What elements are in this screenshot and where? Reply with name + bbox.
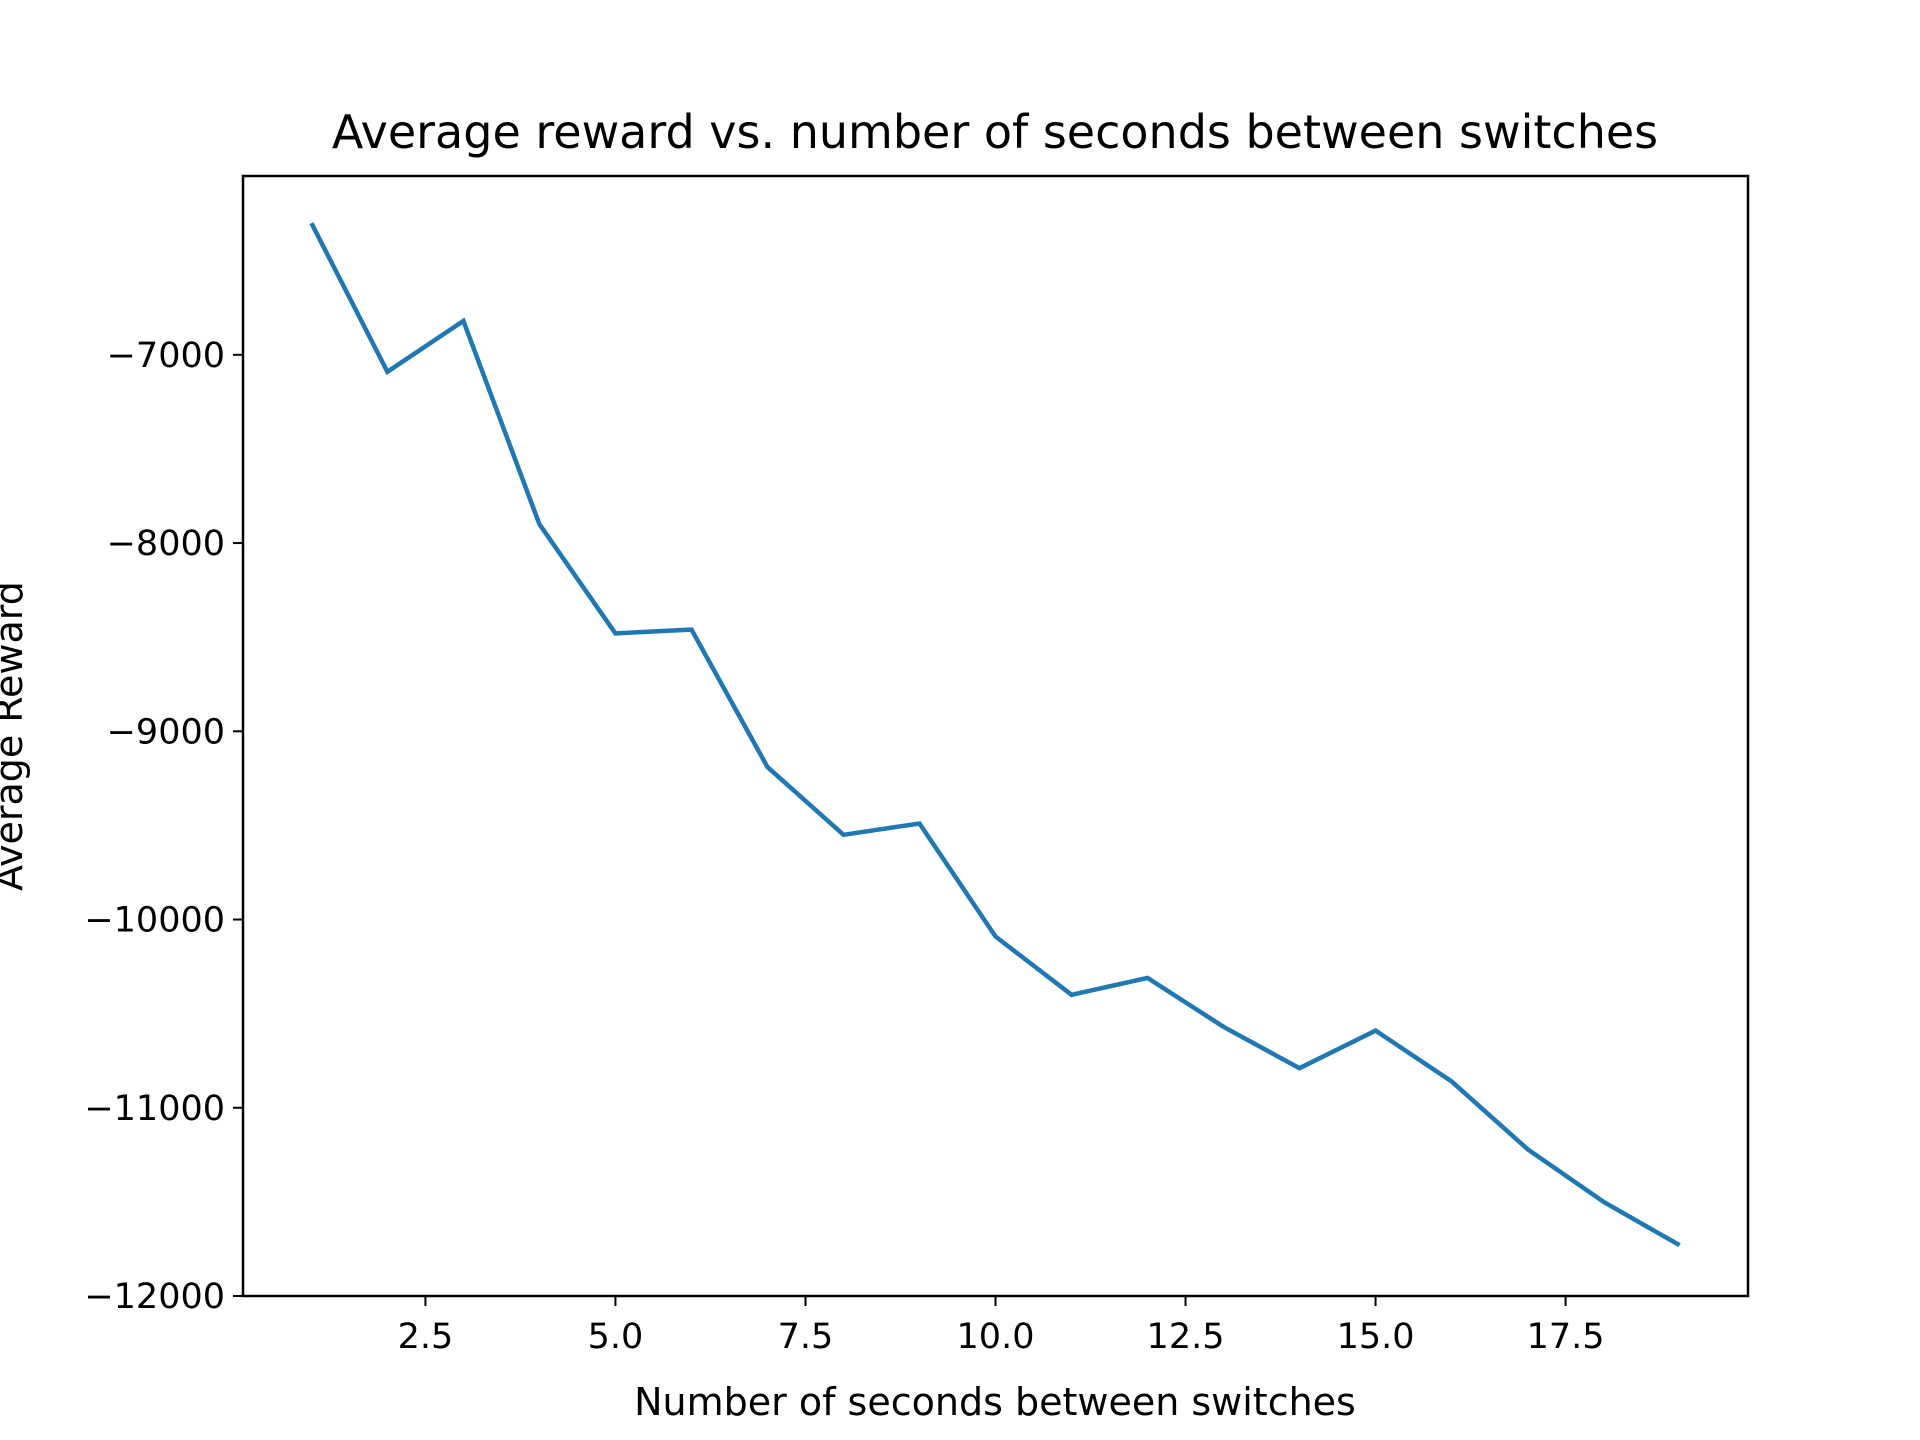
x-tick-label: 10.0: [957, 1317, 1035, 1357]
x-tick-label: 15.0: [1337, 1317, 1415, 1357]
x-axis-ticks: 2.5 5.0 7.5 10.0 12.5 15.0 17.5: [398, 1296, 1605, 1357]
chart-title: Average reward vs. number of seconds bet…: [332, 105, 1658, 159]
y-tick-label: −8000: [107, 524, 225, 564]
x-tick-label: 12.5: [1147, 1317, 1225, 1357]
plot-frame: [241, 174, 1750, 1298]
x-axis-label: Number of seconds between switches: [634, 1380, 1356, 1424]
x-tick-label: 17.5: [1527, 1317, 1605, 1357]
y-tick-label: −10000: [84, 901, 225, 941]
series-line: [309, 222, 1681, 1248]
y-tick-label: −11000: [84, 1089, 225, 1129]
series-layer: [309, 222, 1681, 1248]
y-tick-label: −7000: [107, 336, 225, 376]
y-axis-label: Average Reward: [0, 581, 31, 891]
x-tick-label: 7.5: [778, 1317, 834, 1357]
y-tick-label: −12000: [84, 1277, 225, 1317]
plot-area: [243, 176, 1748, 1296]
x-tick-label: 5.0: [588, 1317, 644, 1357]
x-tick-label: 2.5: [398, 1317, 454, 1357]
y-tick-label: −9000: [107, 712, 225, 752]
y-axis-ticks: −7000 −8000 −9000 −10000 −11000 −12000: [84, 336, 243, 1317]
